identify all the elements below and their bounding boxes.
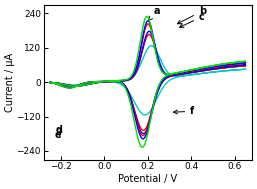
Text: c: c [180, 12, 205, 27]
Y-axis label: Current / μA: Current / μA [5, 53, 15, 112]
Text: f: f [173, 106, 195, 116]
Text: b: b [177, 6, 206, 24]
Text: a: a [149, 6, 160, 20]
Text: d: d [56, 125, 63, 135]
X-axis label: Potential / V: Potential / V [118, 174, 177, 184]
Text: e: e [54, 130, 61, 140]
